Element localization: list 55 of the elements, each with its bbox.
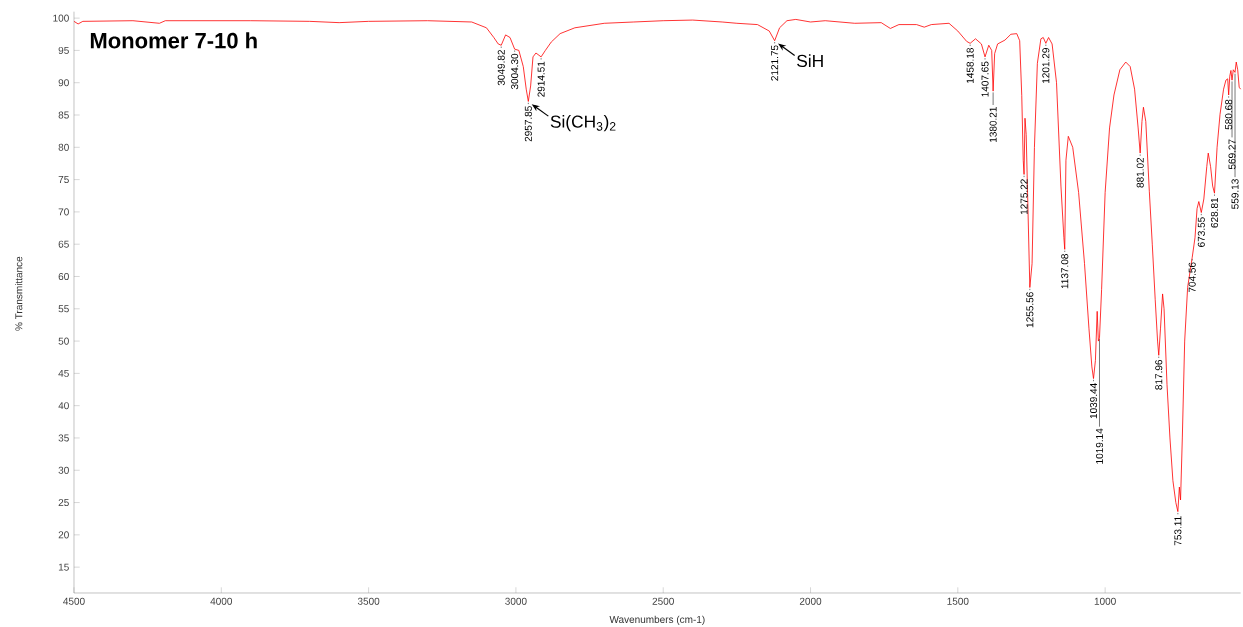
y-tick-label: 40	[58, 402, 69, 410]
annotation: 1137.08	[1061, 254, 1069, 289]
y-tick-label: 55	[58, 305, 69, 313]
annotation: 1019.14	[1095, 428, 1104, 464]
annotation: 1039.44	[1089, 383, 1098, 419]
x-tick-label: 4000	[210, 597, 233, 605]
x-tick-label: 1500	[947, 597, 969, 605]
annotation: 1275.22	[1020, 179, 1028, 215]
annotation: 569.27	[1228, 139, 1236, 170]
annotation: 3004.30	[511, 53, 519, 90]
annotation: 2957.85	[524, 106, 532, 142]
y-tick-label: 15	[58, 563, 69, 571]
y-tick-label: 25	[58, 499, 69, 507]
annotation: Si(CH$_{3}$)$_{2}$	[550, 115, 616, 132]
annotation: 673.55	[1197, 217, 1205, 247]
annotation: 559.13	[1231, 179, 1239, 209]
y-tick-label: 70	[58, 208, 69, 216]
y-tick-label: 95	[58, 46, 69, 54]
annotation: 1407.65	[981, 61, 989, 97]
annotation: 817.96	[1155, 360, 1163, 390]
annotation: 1255.56	[1026, 292, 1034, 328]
annotation: 704.56	[1188, 262, 1196, 293]
x-axis-title: Wavenumbers (cm-1)	[609, 615, 705, 625]
annotation: 2914.51	[537, 61, 545, 97]
text: Monomer 7-10 h	[90, 32, 257, 49]
x-tick-label: 2000	[799, 597, 822, 605]
x-tick-label: 3500	[357, 597, 380, 605]
annotation: 1380.21	[989, 107, 997, 143]
x-tick-label: 2500	[652, 597, 674, 605]
line-series	[73, 19, 1242, 512]
annotation: SiH	[797, 54, 823, 68]
annotation: 753.11	[1174, 516, 1182, 546]
y-tick-label: 100	[53, 14, 69, 22]
annotation: 1458.18	[966, 48, 974, 83]
x-tick-label: 4500	[63, 597, 85, 605]
y-tick-label: 90	[58, 79, 69, 87]
annotation: 580.68	[1225, 99, 1233, 130]
annotation: 2121.75	[771, 45, 779, 81]
y-axis-title: % Transmittance	[15, 256, 23, 331]
y-tick-label: 50	[58, 337, 69, 345]
y-tick-label: 60	[58, 272, 69, 281]
annotation: 628.81	[1210, 197, 1219, 228]
y-tick-label: 80	[58, 143, 69, 151]
x-tick-label: 1000	[1094, 597, 1116, 605]
y-tick-label: 35	[58, 434, 69, 442]
y-tick-label: 75	[58, 176, 69, 184]
annotation: 1201.29	[1042, 48, 1050, 83]
y-tick-label: 65	[58, 240, 69, 248]
y-tick-label: 45	[58, 369, 69, 377]
annotation: 881.02	[1136, 157, 1144, 188]
annotation: 3049.82	[497, 50, 505, 86]
y-tick-label: 20	[58, 531, 69, 539]
x-tick-label: 3000	[505, 597, 527, 605]
y-tick-label: 30	[58, 466, 69, 474]
y-tick-label: 85	[58, 111, 69, 119]
